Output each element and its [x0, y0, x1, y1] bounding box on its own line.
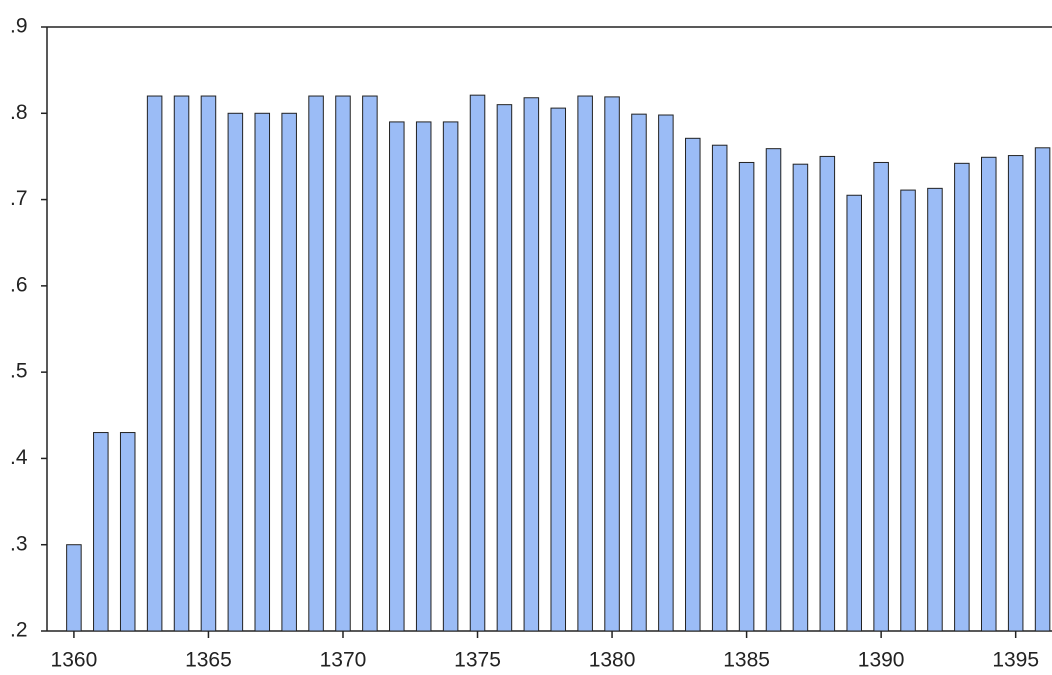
bar: [1035, 148, 1050, 631]
bar: [443, 122, 458, 631]
bar: [928, 188, 943, 631]
bar: [739, 162, 754, 631]
bar: [955, 163, 970, 631]
x-tick-label: 1385: [723, 649, 770, 672]
bar: [416, 122, 431, 631]
y-tick-label: .7: [10, 187, 28, 210]
chart: .2 .3 .4 .5 .6 .7 .8 .9 1360 1365 1370 1375 1380 1385…: [0, 0, 1052, 675]
bar: [1008, 156, 1023, 631]
x-tick-label: 1375: [454, 649, 501, 672]
y-tick-label: .4: [10, 446, 28, 469]
bar: [847, 195, 862, 631]
y-tick-label: .2: [10, 619, 28, 642]
bar: [228, 113, 243, 631]
bar: [551, 108, 566, 631]
bar: [901, 190, 916, 631]
bar: [282, 113, 297, 631]
y-tick-label: .3: [10, 532, 28, 555]
bar: [174, 96, 189, 631]
bar: [686, 138, 701, 631]
bar: [120, 433, 135, 631]
bar: [147, 96, 162, 631]
x-tick-label: 1395: [992, 649, 1039, 672]
bar: [766, 149, 781, 631]
bar: [255, 113, 270, 631]
bar: [309, 96, 324, 631]
bar: [659, 115, 674, 631]
bar: [470, 95, 485, 631]
bar: [712, 145, 727, 631]
y-tick-label: .8: [10, 101, 28, 124]
bar: [632, 114, 647, 631]
bar: [874, 162, 889, 631]
bar: [67, 545, 82, 631]
bar: [578, 96, 593, 631]
bar: [390, 122, 405, 631]
bar: [793, 164, 808, 631]
y-tick-label: .6: [10, 273, 28, 296]
bar: [94, 433, 109, 631]
bar: [497, 105, 512, 631]
bar: [201, 96, 216, 631]
bar: [982, 157, 997, 631]
x-tick-label: 1360: [51, 649, 98, 672]
x-tick-label: 1380: [589, 649, 636, 672]
bar: [363, 96, 378, 631]
y-tick-label: .5: [10, 360, 28, 383]
x-tick-label: 1390: [858, 649, 905, 672]
bar: [336, 96, 351, 631]
x-tick-label: 1370: [320, 649, 367, 672]
bar: [820, 156, 835, 631]
bar: [524, 98, 539, 631]
y-tick-label: .9: [10, 15, 28, 38]
x-tick-label: 1365: [185, 649, 232, 672]
bar: [605, 97, 620, 631]
